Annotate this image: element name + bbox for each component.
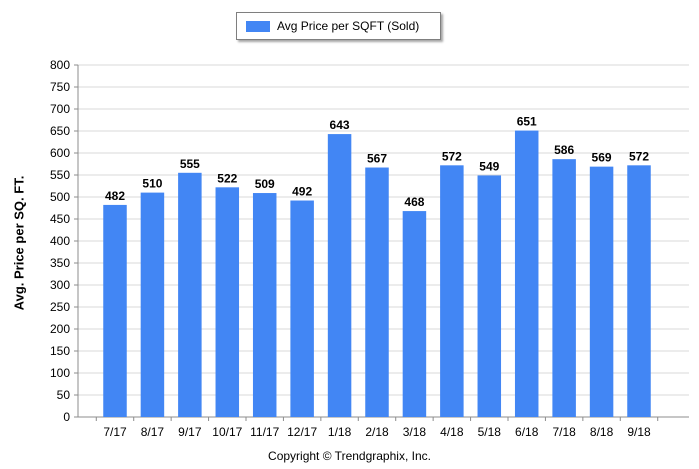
bar [178,172,202,417]
data-label: 586 [554,143,574,157]
bar [440,165,464,417]
data-label: 510 [142,177,162,191]
y-tick-label: 450 [50,212,70,226]
y-tick-label: 50 [57,388,71,402]
data-label: 482 [105,189,125,203]
legend-label: Avg Price per SQFT (Sold) [277,19,420,33]
x-tick-label: 1/18 [328,425,352,439]
data-label: 572 [629,149,649,163]
bar [552,159,576,417]
y-tick-label: 100 [50,366,70,380]
data-label: 468 [404,195,424,209]
y-tick-label: 150 [50,344,70,358]
legend-swatch [246,20,270,32]
bar [252,193,277,417]
y-tick-label: 250 [50,300,70,314]
x-tick-label: 8/18 [590,425,614,439]
data-label: 651 [517,115,537,129]
x-tick-label: 9/17 [178,425,202,439]
x-tick-label: 8/17 [141,425,165,439]
copyright-footer: Copyright © Trendgraphix, Inc. [268,449,431,463]
bar [589,166,614,417]
bar [215,187,240,417]
x-tick-label: 2/18 [365,425,389,439]
y-tick-label: 750 [50,80,70,94]
bar [290,200,314,417]
bar [365,167,389,417]
bar [477,175,502,417]
legend: Avg Price per SQFT (Sold) [236,12,441,40]
y-tick-label: 400 [50,234,70,248]
bar [140,192,165,417]
x-tick-label: 4/18 [440,425,464,439]
x-tick-label: 5/18 [478,425,502,439]
bar [103,204,127,417]
bar [514,130,539,417]
data-label: 569 [592,151,612,165]
y-tick-label: 0 [63,410,70,424]
data-label: 522 [217,171,237,185]
x-tick-label: 12/17 [287,425,317,439]
data-label: 549 [479,159,499,173]
y-tick-label: 300 [50,278,70,292]
y-tick-label: 600 [50,146,70,160]
data-label: 567 [367,152,387,166]
data-label: 555 [180,157,200,171]
data-label: 509 [255,177,275,191]
bar [627,165,651,417]
data-label: 572 [442,149,462,163]
x-tick-label: 11/17 [250,425,279,439]
y-tick-label: 500 [50,190,70,204]
data-label: 643 [330,118,350,132]
data-label: 492 [292,185,312,199]
y-tick-label: 200 [50,322,70,336]
x-tick-label: 9/18 [627,425,651,439]
x-tick-label: 7/17 [103,425,127,439]
y-tick-label: 700 [50,102,70,116]
y-tick-label: 350 [50,256,70,270]
y-tick-label: 550 [50,168,70,182]
bar [402,211,427,417]
bar [327,134,352,417]
x-tick-label: 10/17 [212,425,242,439]
x-tick-label: 6/18 [515,425,539,439]
x-tick-label: 3/18 [403,425,427,439]
y-tick-label: 650 [50,124,70,138]
y-tick-label: 800 [50,58,70,72]
x-tick-label: 7/18 [552,425,576,439]
